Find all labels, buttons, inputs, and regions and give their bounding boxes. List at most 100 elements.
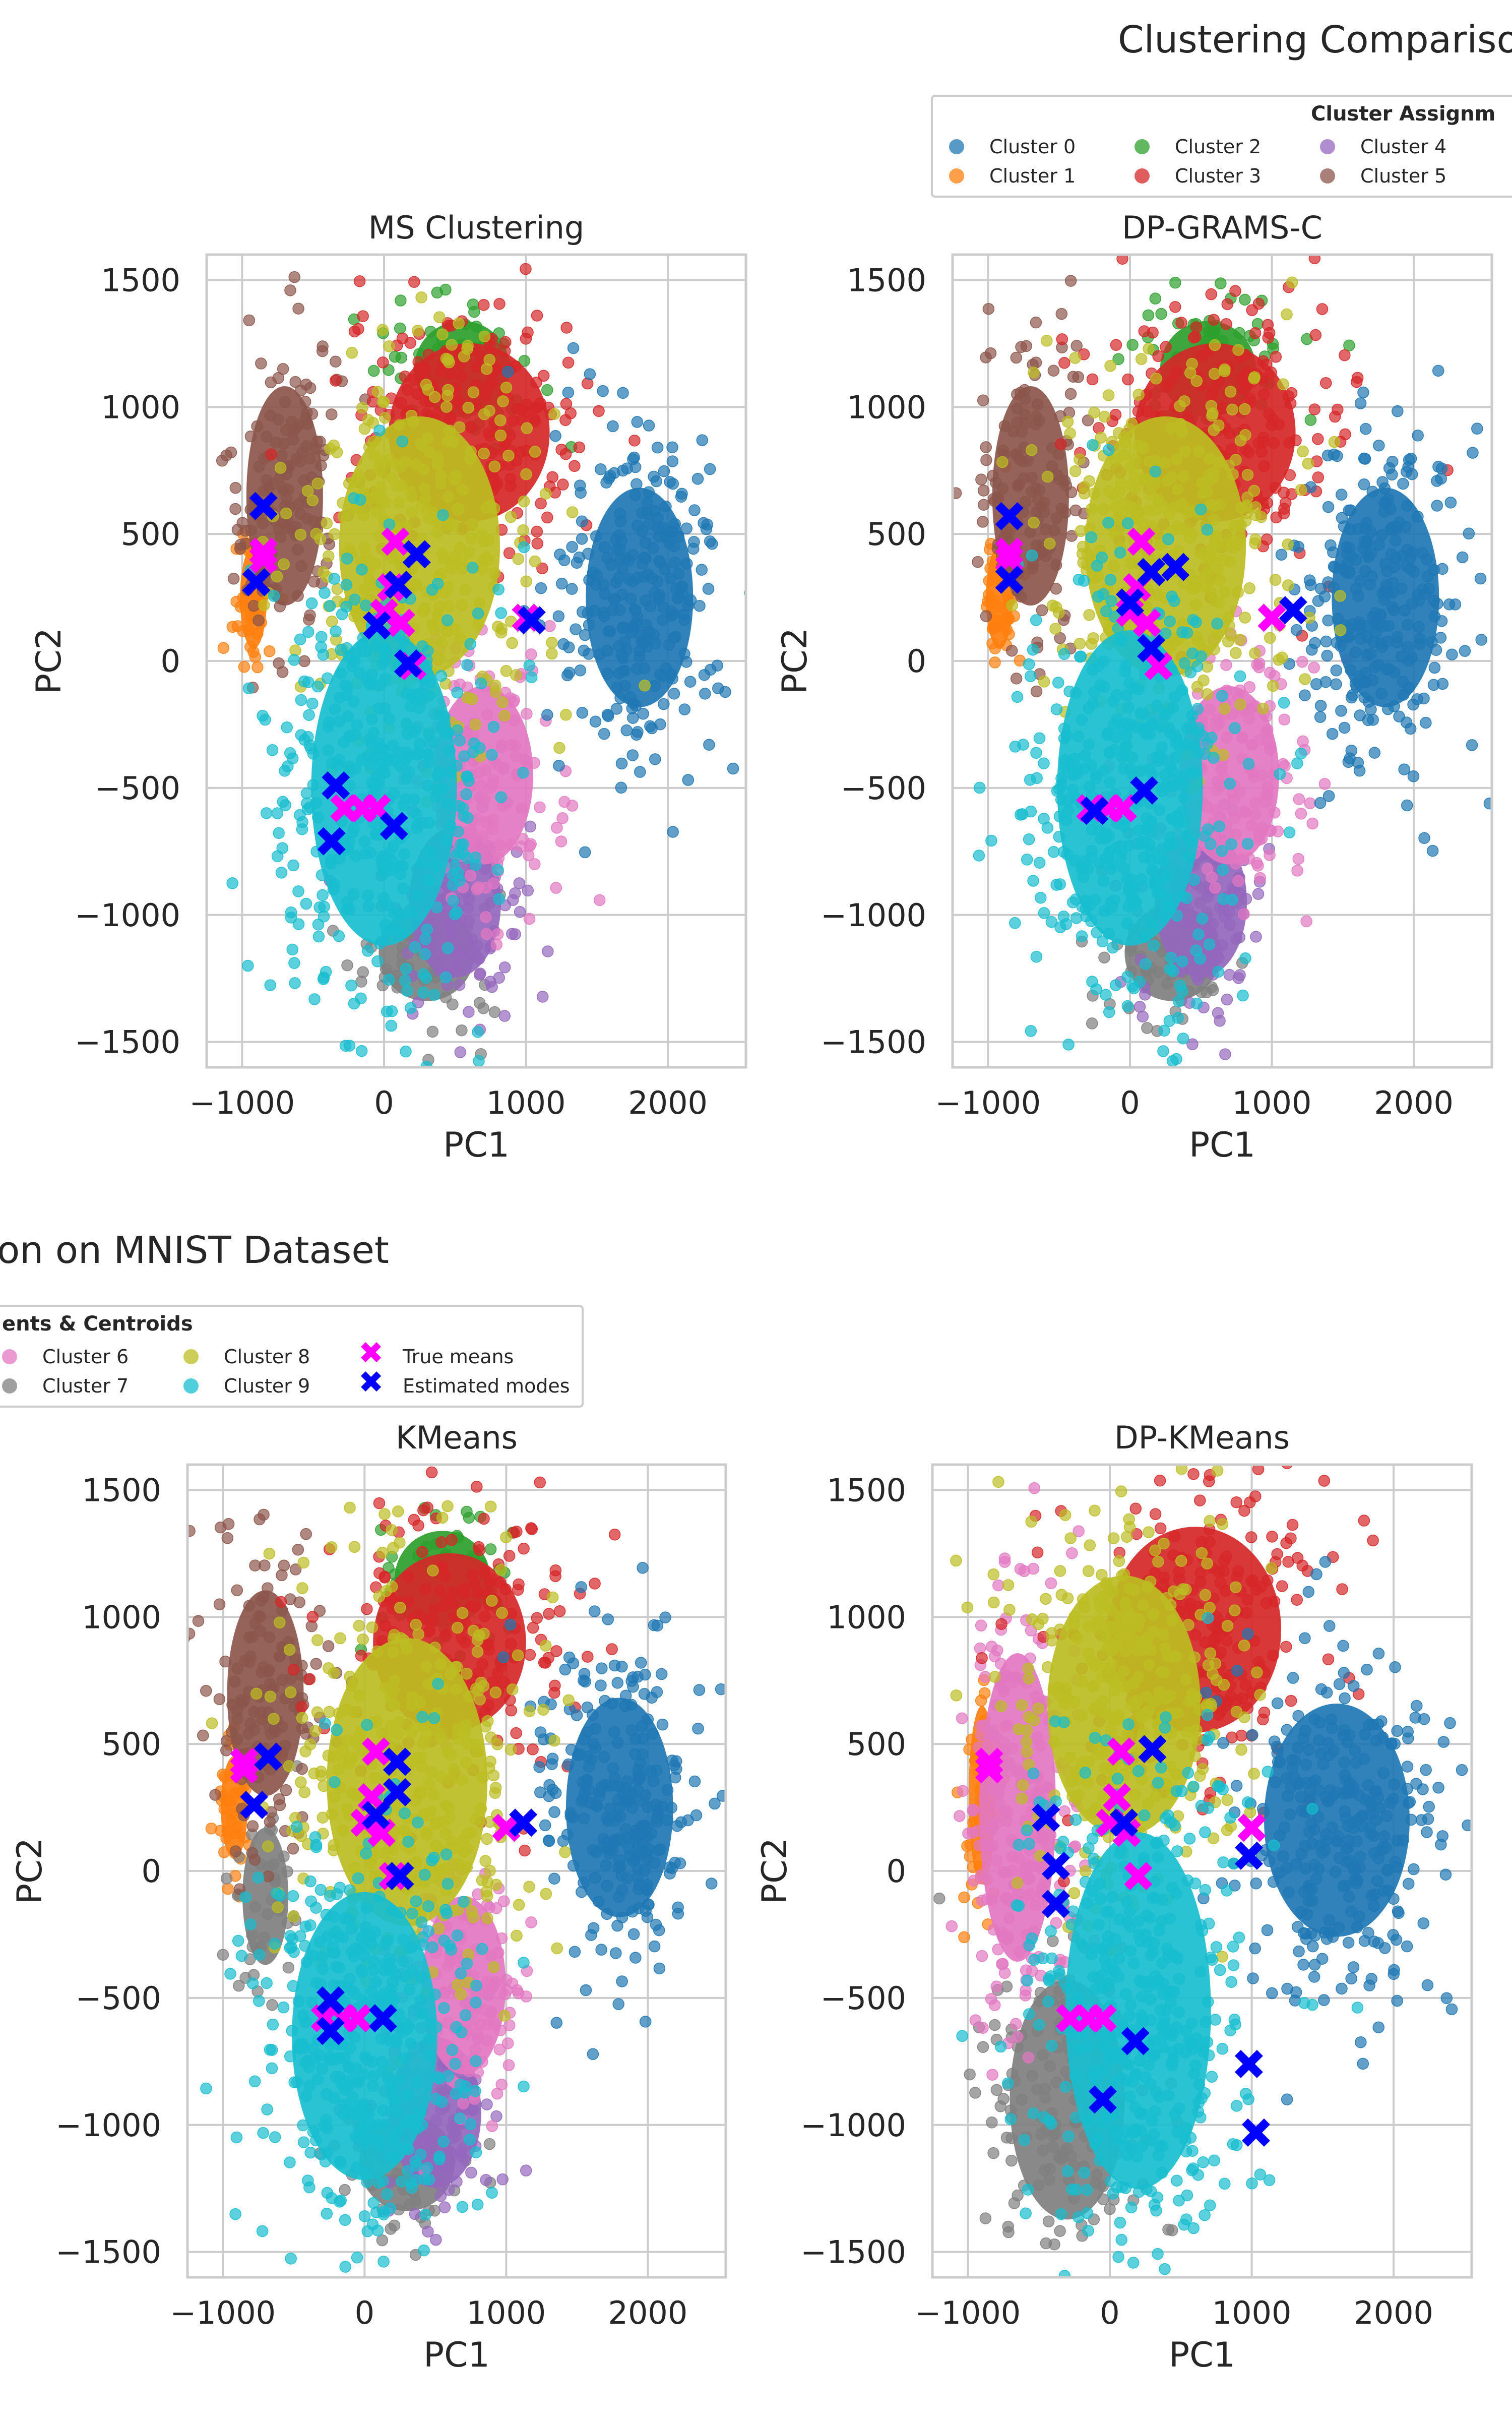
data-point: [1102, 727, 1114, 739]
data-point: [465, 421, 477, 434]
data-point: [489, 686, 502, 698]
data-point: [383, 974, 395, 986]
data-point: [574, 1748, 586, 1761]
data-point: [306, 408, 319, 420]
data-point: [614, 515, 626, 528]
data-point: [639, 1789, 652, 1801]
data-point: [611, 1919, 623, 1932]
data-point: [536, 562, 548, 575]
data-point: [1426, 844, 1439, 857]
data-point: [1400, 716, 1413, 729]
data-point: [248, 1706, 260, 1718]
data-point: [1094, 679, 1107, 691]
data-point: [1133, 1001, 1146, 1013]
data-point: [1342, 756, 1355, 768]
data-point: [523, 913, 536, 925]
data-point: [1285, 387, 1298, 399]
data-point: [1143, 504, 1155, 516]
data-point: [316, 345, 329, 357]
data-point: [225, 1726, 238, 1738]
data-point: [1244, 392, 1256, 405]
data-point: [468, 1577, 480, 1590]
data-point: [286, 943, 298, 956]
data-point: [1050, 512, 1063, 524]
data-point: [522, 849, 535, 862]
data-point: [1165, 422, 1177, 434]
data-point: [1312, 433, 1324, 445]
data-point: [480, 928, 492, 940]
data-point: [479, 1566, 491, 1579]
data-point: [1318, 590, 1331, 602]
data-point: [626, 749, 639, 761]
data-point: [1069, 352, 1081, 364]
data-point: [975, 473, 987, 486]
data-point: [463, 2065, 475, 2077]
data-point: [421, 923, 433, 936]
data-point: [557, 1835, 570, 1847]
estimated-mode-marker: [1161, 553, 1190, 581]
data-point: [1265, 366, 1277, 379]
data-point: [242, 682, 255, 695]
data-point: [1086, 823, 1098, 836]
data-point: [1142, 309, 1155, 322]
data-point: [542, 945, 554, 957]
data-point: [403, 1595, 415, 1608]
data-point: [503, 1550, 516, 1562]
data-point: [445, 2146, 457, 2159]
data-point: [504, 1694, 516, 1706]
data-point: [303, 614, 315, 626]
data-point: [663, 639, 675, 651]
data-point: [417, 1504, 429, 1517]
estimated-mode-marker: [242, 568, 271, 596]
data-point: [1046, 460, 1058, 472]
data-point: [1083, 702, 1095, 714]
data-point: [626, 1802, 638, 1814]
data-point: [1234, 969, 1246, 981]
data-point: [317, 889, 329, 901]
data-point: [1000, 612, 1013, 624]
data-point: [985, 834, 997, 847]
data-point: [257, 517, 269, 529]
data-point: [255, 357, 267, 370]
data-point: [628, 435, 641, 447]
data-point: [278, 1850, 290, 1862]
data-point: [1030, 316, 1042, 329]
data-point: [1058, 722, 1070, 735]
data-point: [491, 364, 503, 376]
data-point: [505, 511, 517, 523]
data-point: [1282, 538, 1294, 551]
data-point: [1274, 768, 1286, 780]
data-point: [669, 557, 681, 569]
data-point: [1254, 872, 1266, 884]
data-point: [553, 742, 565, 754]
data-point: [379, 919, 392, 931]
data-point: [991, 491, 1003, 504]
data-point: [431, 770, 444, 782]
data-point: [1153, 497, 1165, 509]
data-point: [649, 505, 661, 517]
data-point: [647, 1775, 660, 1787]
data-point: [1318, 778, 1331, 790]
data-point: [1329, 561, 1341, 574]
data-point: [1213, 820, 1225, 832]
data-point: [306, 494, 319, 507]
data-point: [977, 394, 989, 406]
data-point: [1104, 574, 1117, 586]
estimated-mode-marker-stroke: [995, 565, 1024, 594]
data-point: [1157, 1045, 1169, 1057]
data-point: [1373, 538, 1385, 551]
data-point: [1026, 471, 1038, 484]
data-point: [438, 1570, 451, 1582]
data-point: [498, 1676, 510, 1688]
data-point: [258, 599, 270, 612]
data-point: [492, 852, 505, 864]
data-point: [264, 1816, 276, 1828]
data-point: [638, 662, 651, 675]
data-point: [1249, 808, 1262, 820]
data-point: [672, 1901, 684, 1914]
data-point: [1187, 614, 1199, 626]
data-point: [346, 347, 358, 359]
data-point: [405, 1002, 417, 1014]
data-point: [1229, 858, 1242, 870]
data-point: [607, 604, 619, 617]
